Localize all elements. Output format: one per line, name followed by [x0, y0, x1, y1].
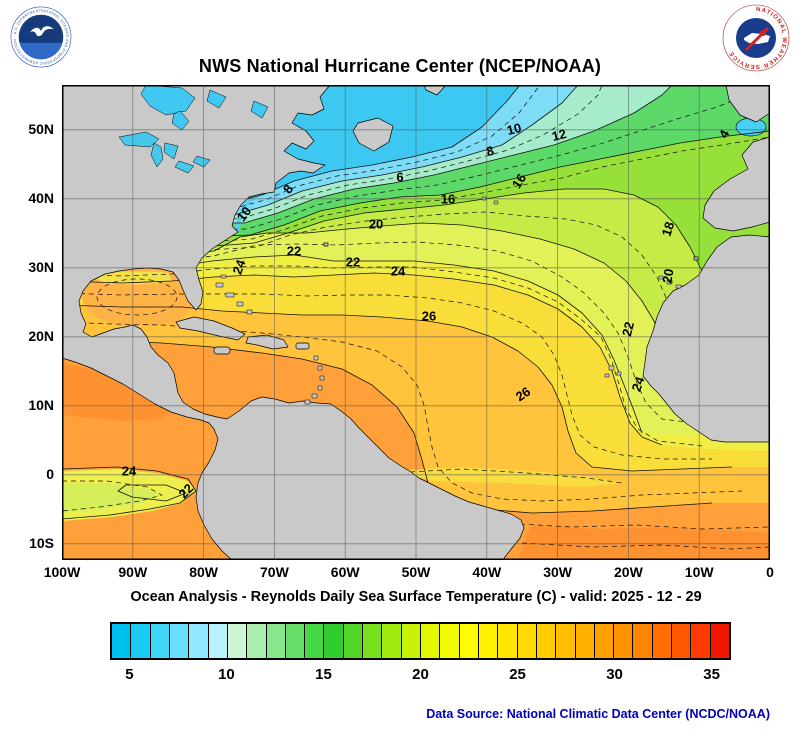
- noaa-seagull-icon: [29, 26, 54, 37]
- y-tick-label: 10S: [29, 534, 54, 551]
- page-title: NWS National Hurricane Center (NCEP/NOAA…: [198, 56, 602, 76]
- colorbar-tick-label: 5: [125, 666, 134, 683]
- colorbar-segment: [652, 624, 673, 658]
- bermuda-island: [323, 242, 329, 247]
- europe-landmass: [702, 136, 770, 232]
- nws-emblem-swoosh: [744, 26, 770, 52]
- colorbar-segment: [575, 624, 595, 658]
- x-tick-label: 0: [766, 564, 774, 580]
- colorbar-segment: [382, 624, 402, 658]
- colorbar-segment: [401, 624, 421, 658]
- y-tick-label: 0: [46, 465, 54, 482]
- colorbar-segment: [440, 624, 460, 658]
- x-tick-label: 90W: [118, 564, 148, 580]
- land-masses: [62, 85, 770, 560]
- colorbar-tick-label: 10: [218, 666, 235, 683]
- x-axis: 100W 90W 80W 70W 60W 50W 40W 30W 20W 10W 0: [0, 564, 800, 584]
- lesser-antilles-islands: [304, 355, 325, 405]
- colorbar-segment: [189, 624, 209, 658]
- colorbar-segment: [343, 624, 364, 658]
- map-caption: Ocean Analysis - Reynolds Daily Sea Surf…: [130, 589, 702, 605]
- colorbar-segment: [614, 624, 634, 658]
- map-frame: [62, 85, 770, 560]
- data-source: Data Source: National Climatic Data Cent…: [426, 707, 770, 721]
- x-tick-label: 30W: [543, 564, 572, 580]
- colorbar-segment: [459, 624, 479, 658]
- colorbar-segment: [150, 624, 170, 658]
- colorbar-tick-label: 20: [412, 666, 429, 683]
- colorbar-segment: [517, 624, 537, 658]
- x-tick-label: 70W: [259, 564, 289, 580]
- noaa-logo: NATIONAL OCEANIC AND ATMOSPHERIC ADMINIS…: [8, 3, 72, 68]
- x-tick-label: 50W: [401, 564, 431, 580]
- puerto-rico-island: [295, 342, 310, 350]
- colorbar-tick-labels: 5 10 15 20 25 30 35: [110, 666, 731, 688]
- britain-landmass: [725, 85, 770, 123]
- bahamas-islands: [215, 274, 253, 315]
- y-axis: 50N 40N 30N 20N 10N 0 10S: [0, 0, 56, 600]
- greenland-tip: [423, 85, 447, 96]
- y-tick-label: 30N: [28, 258, 54, 275]
- colorbar-tick-label: 35: [703, 666, 720, 683]
- cape-verde-islands: [604, 365, 622, 378]
- colorbar-segment: [285, 624, 306, 658]
- colorbar-segment: [324, 624, 344, 658]
- nws-emblem-hurricane-icon: [760, 30, 766, 36]
- x-tick-label: 60W: [330, 564, 360, 580]
- nws-logo-graphic: NATIONAL WEATHER SERVICE: [722, 4, 790, 72]
- colorbar-segment: [131, 624, 151, 658]
- x-tick-label: 40W: [472, 564, 502, 580]
- noaa-emblem-sea: [19, 42, 63, 60]
- james-bay: [171, 110, 190, 131]
- colorbar-segment: [633, 624, 653, 658]
- graticule-grid: [62, 85, 770, 560]
- sst-map: 6 8 10 12 4 16 16 8 10 20 18 22 22 24 24 20 26 22 24 26 24 22: [62, 85, 770, 560]
- sst-map-canvas: [62, 85, 770, 560]
- colorbar-segment: [169, 624, 190, 658]
- colorbar-legend: 5 10 15 20 25 30 35: [110, 622, 731, 686]
- colorbar-segment: [672, 624, 692, 658]
- colorbar-segment: [112, 624, 132, 658]
- nws-logo: NATIONAL WEATHER SERVICE: [722, 4, 790, 72]
- x-tick-label: 80W: [189, 564, 218, 580]
- y-tick-label: 20N: [28, 327, 54, 344]
- y-tick-label: 10N: [28, 396, 54, 413]
- newfoundland-island: [352, 117, 394, 152]
- colorbar-tick-label: 15: [315, 666, 332, 683]
- sst-regional-features: [62, 117, 770, 560]
- colorbar-segment: [305, 624, 325, 658]
- hispaniola-island: [245, 334, 289, 350]
- colorbar-segment: [710, 624, 729, 658]
- africa-landmass: [642, 234, 770, 443]
- colorbar-segment: [421, 624, 441, 658]
- inland-water: [118, 85, 269, 174]
- colorbar-segment: [594, 624, 615, 658]
- y-tick-label: 50N: [28, 120, 54, 137]
- colorbar-segment: [363, 624, 383, 658]
- x-tick-label: 20W: [613, 564, 643, 580]
- jamaica-island: [213, 346, 231, 355]
- colorbar-segment: [227, 624, 248, 658]
- madeira-island: [693, 256, 699, 261]
- x-tick-label: 10W: [684, 564, 714, 580]
- y-tick-label: 40N: [28, 189, 54, 206]
- colorbar-segment: [536, 624, 557, 658]
- colorbar-segment: [691, 624, 711, 658]
- colorbar-segment: [478, 624, 499, 658]
- colorbar-scale: [110, 622, 731, 660]
- colorbar-segment: [208, 624, 228, 658]
- canary-islands: [658, 275, 682, 289]
- great-lakes: [118, 131, 211, 174]
- colorbar-segment: [556, 624, 576, 658]
- x-tick-label: 100W: [43, 564, 81, 580]
- colorbar-segment: [266, 624, 286, 658]
- noaa-logo-graphic: NATIONAL OCEANIC AND ATMOSPHERIC ADMINIS…: [8, 3, 72, 68]
- colorbar-tick-label: 25: [509, 666, 526, 683]
- colorbar-tick-label: 30: [606, 666, 623, 683]
- colorbar-segment: [498, 624, 518, 658]
- colorbar-segment: [247, 624, 267, 658]
